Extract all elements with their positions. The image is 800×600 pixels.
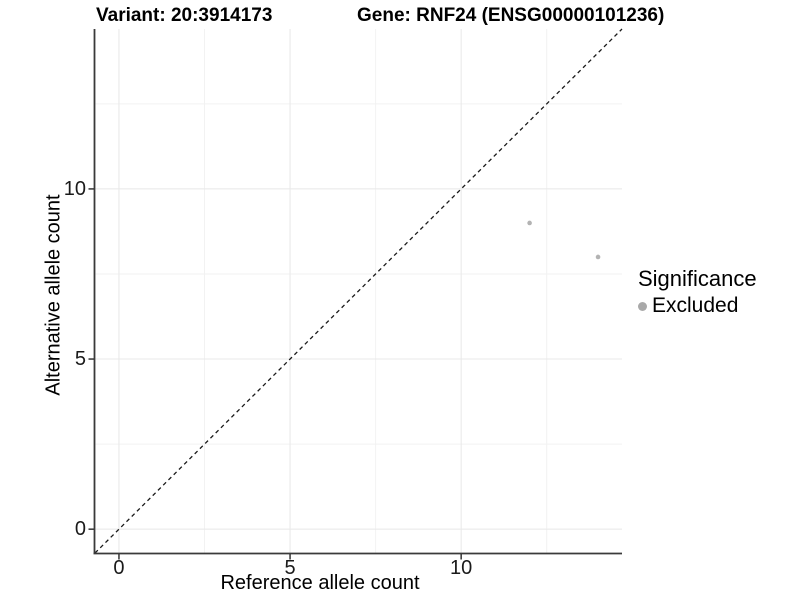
legend-key-dot <box>638 301 647 311</box>
legend-title: Significance <box>638 266 757 291</box>
y-axis-title: Alternative allele count <box>42 194 65 396</box>
y-tick-label: 10 <box>63 177 86 200</box>
legend: Significance Excluded <box>638 266 757 318</box>
x-tick-label: 5 <box>284 557 296 579</box>
legend-entry-label: Excluded <box>652 294 739 317</box>
plot-title-variant: Variant: 20:3914173 <box>96 5 273 26</box>
legend-entry-excluded: Excluded <box>638 294 757 318</box>
plot-title-gene: Gene: RNF24 (ENSG00000101236) <box>357 5 665 26</box>
y-tick-label: 5 <box>74 348 86 371</box>
x-axis-title: Reference allele count <box>220 572 420 594</box>
x-tick-label: 0 <box>113 557 125 579</box>
identity-line <box>94 28 623 554</box>
data-point <box>527 220 532 226</box>
y-tick-label: 0 <box>74 518 86 541</box>
x-tick-label: 10 <box>450 557 473 579</box>
data-point <box>595 254 601 260</box>
